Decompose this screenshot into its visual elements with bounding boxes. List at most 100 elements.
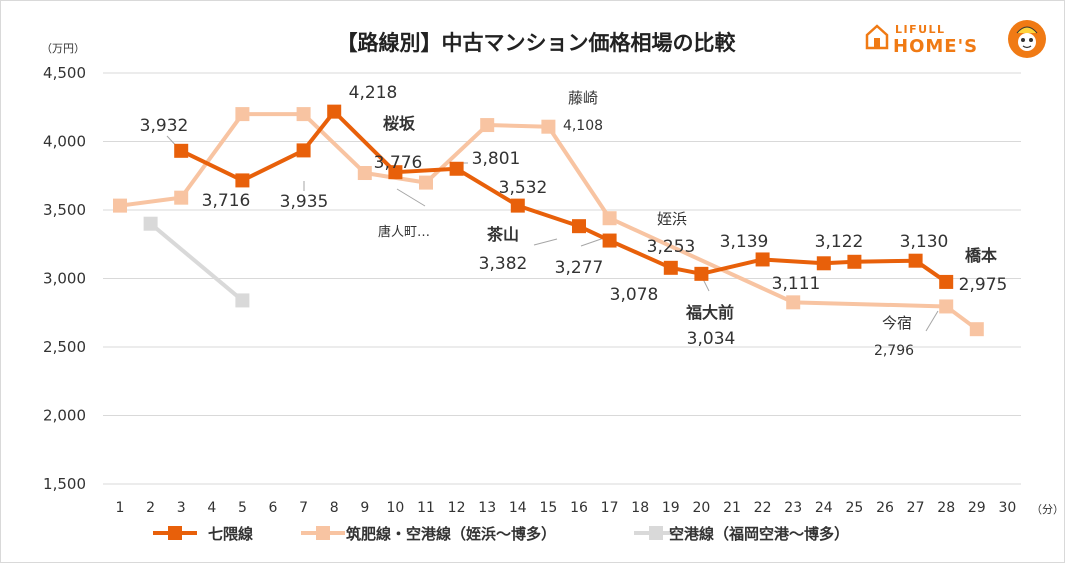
station-label: 今宿 xyxy=(882,314,912,332)
data-point xyxy=(419,175,433,190)
legend-label: 七隈線 xyxy=(208,525,253,543)
data-label: 3,932 xyxy=(140,116,189,136)
data-label: 2,975 xyxy=(959,275,1008,295)
x-tick-label: 29 xyxy=(968,500,986,516)
y-tick-label: 4,000 xyxy=(43,133,86,151)
x-tick-label: 6 xyxy=(269,500,278,516)
x-tick-label: 21 xyxy=(723,500,741,516)
data-point xyxy=(786,295,801,310)
x-tick-label: 1 xyxy=(116,500,125,516)
data-point xyxy=(694,266,709,281)
series-line xyxy=(180,109,948,284)
series-2 xyxy=(143,216,250,308)
x-tick-label: 26 xyxy=(876,500,894,516)
data-point xyxy=(388,165,403,180)
data-label: 3,139 xyxy=(720,232,769,252)
x-axis: 1 2 3 4 5 6 7 8 9 10 11 12 13 14 15 16 17 18 19 20 21 22 23 24 2… xyxy=(116,500,1017,516)
data-label: 3,130 xyxy=(900,232,949,252)
data-point xyxy=(113,198,127,213)
x-tick-label: 11 xyxy=(417,500,435,516)
station-label: 藤崎 xyxy=(568,89,598,107)
x-tick-label: 5 xyxy=(238,500,247,516)
mascot-icon xyxy=(1008,20,1046,58)
x-tick-label: 10 xyxy=(386,500,404,516)
x-tick-label: 19 xyxy=(662,500,680,516)
data-point xyxy=(847,254,862,269)
x-tick-label: 25 xyxy=(845,500,863,516)
data-label: 3,034 xyxy=(687,329,736,349)
data-point xyxy=(327,104,342,119)
data-point xyxy=(908,253,923,268)
data-label: 3,935 xyxy=(280,192,329,212)
x-tick-label: 27 xyxy=(907,500,925,516)
data-label: 3,801 xyxy=(472,149,521,169)
data-point xyxy=(143,216,158,231)
data-point xyxy=(602,233,617,248)
series-0 xyxy=(174,104,954,289)
x-tick-label: 7 xyxy=(299,500,308,516)
data-point xyxy=(939,274,954,289)
data-label: 3,277 xyxy=(555,258,604,278)
chart-title: 【路線別】中古マンション価格相場の比較 xyxy=(337,31,737,55)
data-point xyxy=(755,252,770,267)
data-point xyxy=(939,299,954,314)
x-tick-label: 14 xyxy=(509,500,527,516)
data-point xyxy=(541,119,556,134)
y-tick-label: 1,500 xyxy=(43,475,86,493)
legend-label: 空港線（福岡空港〜博多） xyxy=(669,525,849,543)
x-tick-label: 4 xyxy=(207,500,216,516)
data-point xyxy=(602,211,617,226)
data-label: 4,108 xyxy=(563,118,603,134)
x-tick-label: 12 xyxy=(448,500,466,516)
data-point xyxy=(174,190,189,205)
data-label: 3,111 xyxy=(772,274,821,294)
data-point xyxy=(235,173,250,188)
x-tick-label: 2 xyxy=(146,500,155,516)
x-tick-label: 22 xyxy=(754,500,772,516)
station-label: 唐人町… xyxy=(378,224,430,240)
x-unit-label: （分） xyxy=(1031,503,1064,516)
house-icon xyxy=(865,24,889,50)
data-point xyxy=(235,293,250,308)
data-label: 3,532 xyxy=(499,178,548,198)
legend-swatch-marker xyxy=(168,526,182,540)
data-point xyxy=(357,166,372,181)
series-line xyxy=(119,112,978,331)
legend-label: 筑肥線・空港線（姪浜〜博多） xyxy=(345,525,556,543)
x-tick-label: 18 xyxy=(631,500,649,516)
x-tick-label: 3 xyxy=(177,500,186,516)
station-label: 桜坂 xyxy=(383,114,416,133)
x-tick-label: 20 xyxy=(692,500,710,516)
legend-item: 七隈線 xyxy=(153,525,253,543)
brand-logo: LIFULL HOME'S xyxy=(865,20,1046,58)
x-tick-label: 9 xyxy=(360,500,369,516)
data-label: 2,796 xyxy=(874,343,914,359)
station-label: 橋本 xyxy=(965,246,997,265)
data-label: 3,776 xyxy=(374,153,423,173)
legend-swatch-marker xyxy=(316,526,330,540)
y-tick-label: 3,500 xyxy=(43,201,86,219)
y-tick-label: 2,500 xyxy=(43,338,86,356)
y-unit-label: （万円） xyxy=(41,42,85,55)
data-point xyxy=(174,143,189,158)
y-tick-label: 3,000 xyxy=(43,270,86,288)
x-tick-label: 13 xyxy=(478,500,496,516)
logo-lifull: LIFULL xyxy=(895,23,946,36)
data-point xyxy=(663,260,678,275)
x-tick-label: 30 xyxy=(998,500,1016,516)
data-label: 3,078 xyxy=(610,285,659,305)
x-tick-label: 15 xyxy=(539,500,557,516)
leader-line xyxy=(396,188,426,207)
data-point xyxy=(480,118,495,133)
legend-swatch-marker xyxy=(649,526,663,540)
x-tick-label: 16 xyxy=(570,500,588,516)
legend-item: 空港線（福岡空港〜博多） xyxy=(634,525,849,543)
data-point xyxy=(296,143,311,158)
leader-line xyxy=(580,237,605,247)
data-point xyxy=(449,161,464,176)
x-tick-label: 17 xyxy=(601,500,619,516)
data-point xyxy=(816,256,831,271)
x-tick-label: 28 xyxy=(937,500,955,516)
